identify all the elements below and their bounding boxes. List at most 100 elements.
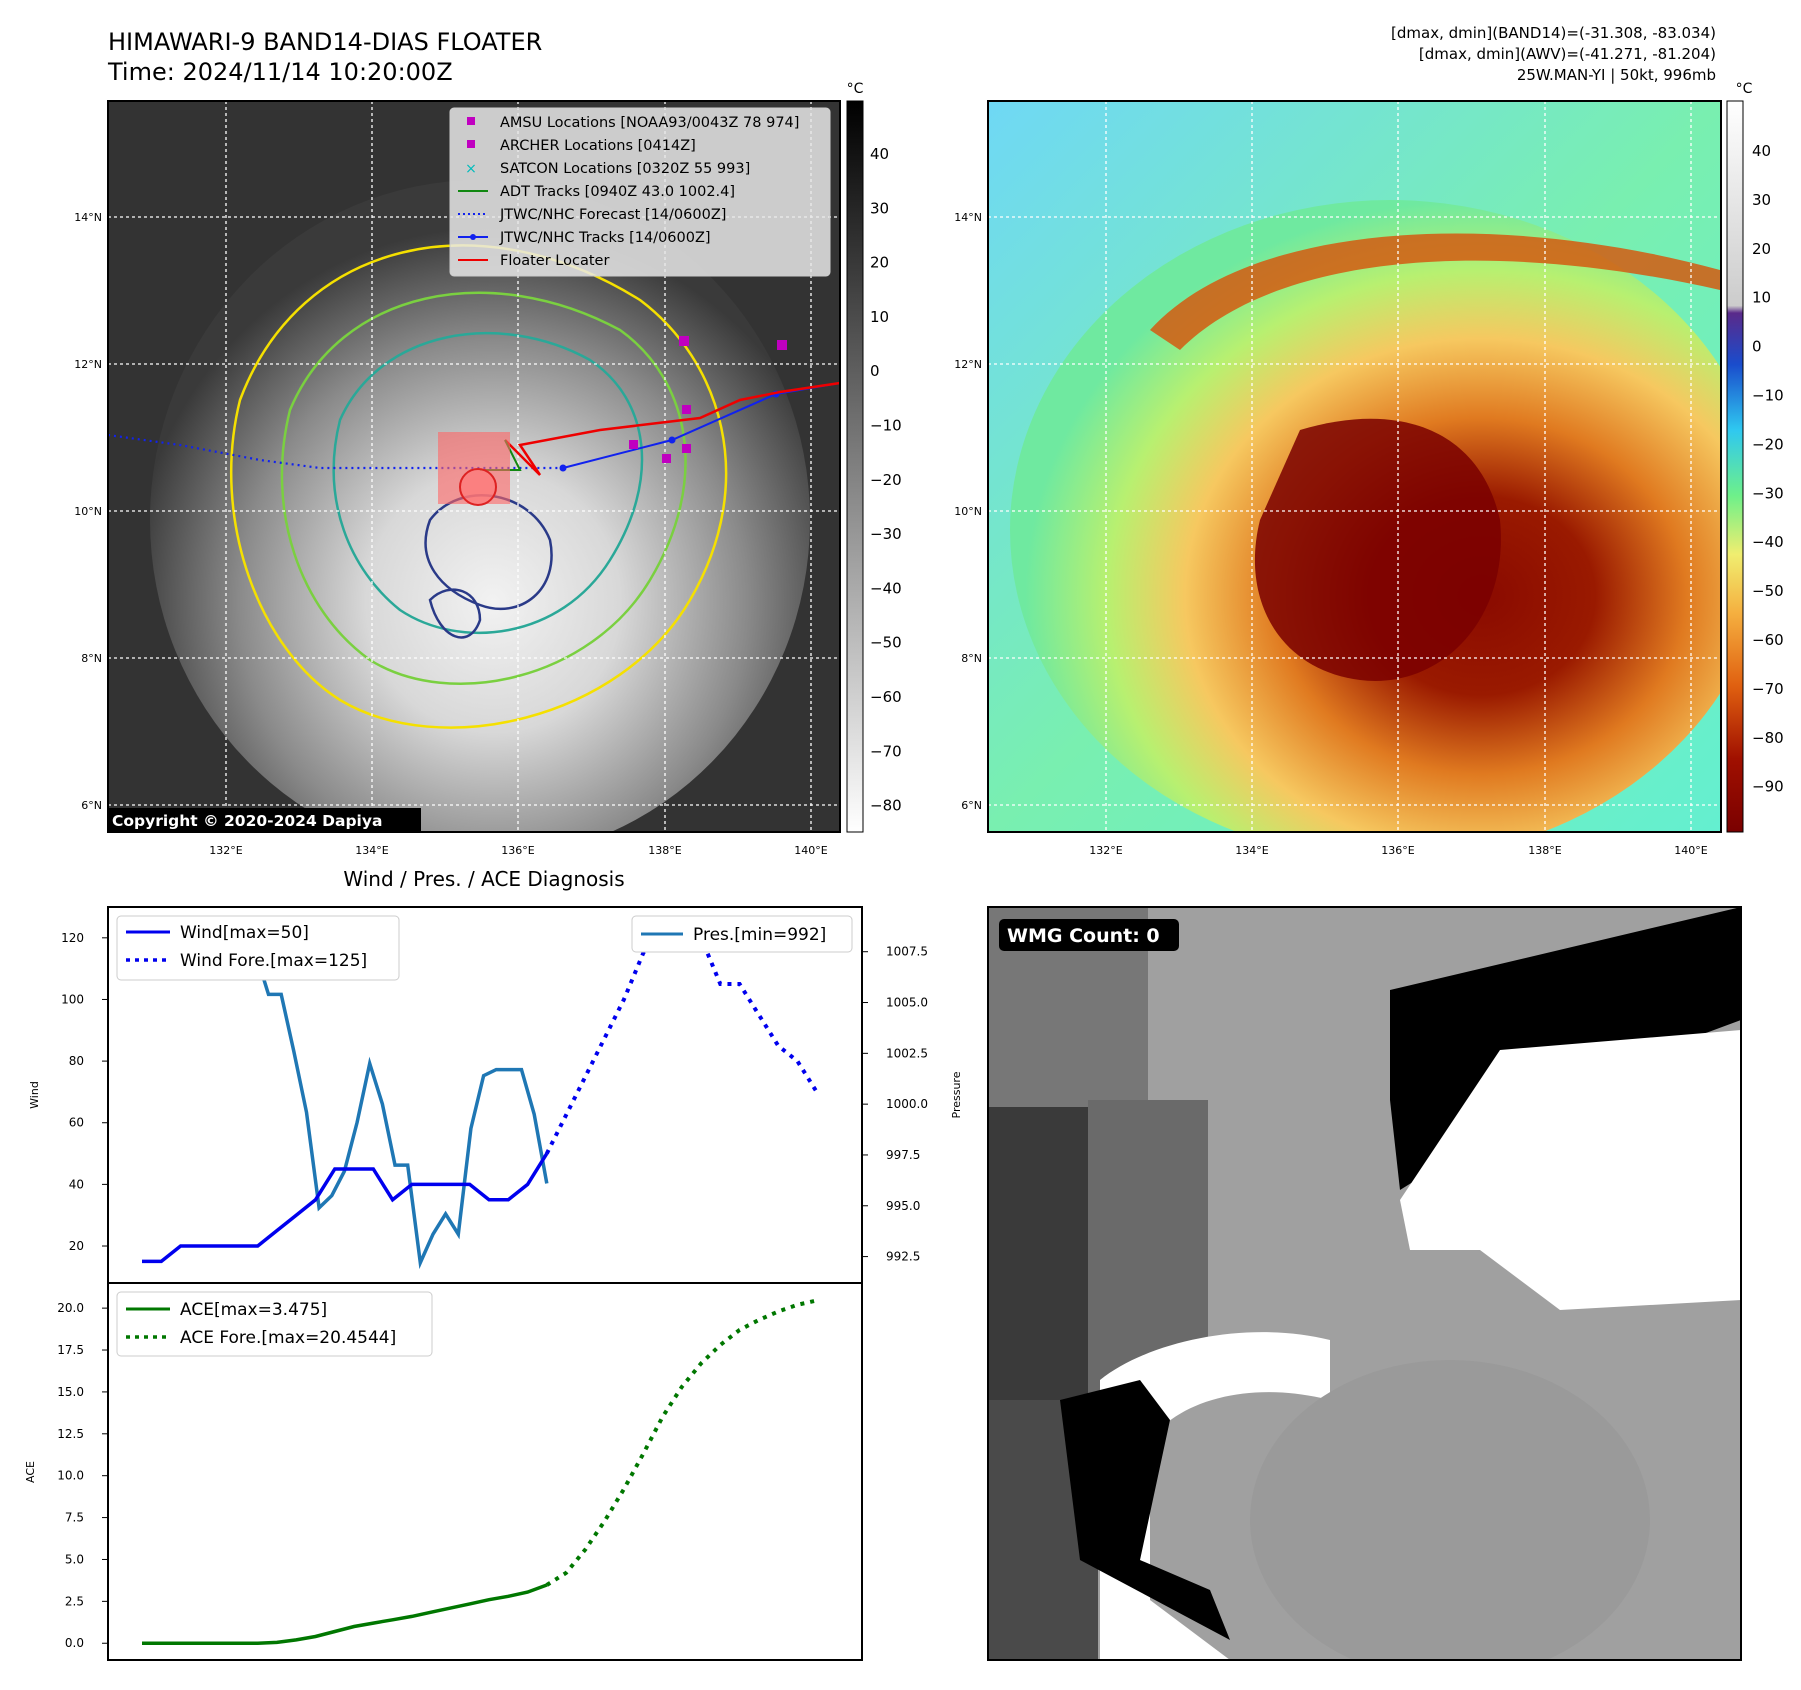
amsu-marker [777,340,787,350]
lon-tick: 134°E [1235,844,1268,857]
legend-satcon-marker: × [465,161,477,177]
legend-tracks-dot [470,234,476,240]
color-map-lon-ticks: 132°E 134°E 136°E 138°E 140°E [1089,844,1707,857]
pressure-legend-label: Pres.[min=992] [693,925,826,945]
colorbar-tick: −50 [1752,582,1784,600]
wind-tick-label: 100 [61,992,84,1006]
colorbar-tick: −20 [1752,435,1784,453]
colorbar-tick: −80 [1752,729,1784,747]
ace-tick-label: 10.0 [57,1469,84,1483]
colorbar-tick: −20 [870,471,902,489]
colorbar-tick: −70 [1752,680,1784,698]
colorbar-tick: 10 [870,308,889,326]
archer-marker [629,440,638,449]
legend-archer: ARCHER Locations [0414Z] [500,138,696,154]
archer-marker [682,405,691,414]
ace-tick-label: 7.5 [65,1511,84,1525]
copyright-box [108,808,421,831]
archer-marker [662,454,671,463]
wind-legend-label: Wind[max=50] [180,923,309,943]
colorbar-tick: 40 [1752,142,1771,160]
lon-tick: 136°E [1381,844,1414,857]
color-colorbar-ticks: 40 30 20 10 0 −10 −20 −30 −40 −50 −60 −70 −80 −90 [1752,142,1784,796]
ir-map-frame [107,100,841,833]
figure-time: Time: 2024/11/14 10:20:00Z [107,58,453,86]
colorbar-tick: −80 [870,797,902,815]
pressure-tick-label: 995.0 [886,1199,920,1213]
floater-locater-track [504,381,841,476]
ace-tick-label: 12.5 [57,1427,84,1441]
archer-marker [682,444,691,453]
figure-title: HIMAWARI-9 BAND14-DIAS FLOATER [108,28,542,56]
ace-legend-label: ACE[max=3.475] [180,1300,327,1320]
awv-stats: [dmax, dmin](AWV)=(-41.271, -81.204) [1419,45,1716,63]
lat-tick: 12°N [74,358,102,371]
wind-tick-label: 20 [69,1239,84,1253]
pressure-tick-label: 1000.0 [886,1097,928,1111]
pressure-tick-label: 997.5 [886,1148,920,1162]
colorbar-tick: −40 [870,579,902,597]
colorbar-tick: −60 [1752,631,1784,649]
jtwc-track-point [668,436,676,444]
lon-tick: 132°E [209,844,242,857]
ir-map-lon-ticks: 132°E 134°E 136°E 138°E 140°E [209,844,827,857]
pressure-tick-label: 1007.5 [886,945,928,959]
lat-tick: 8°N [81,652,102,665]
colorbar-tick: 20 [1752,240,1771,258]
colorbar-tick: 40 [870,145,889,163]
ir-colorbar-ticks: 40 30 20 10 0 −10 −20 −30 −40 −50 −60 −70 −80 [870,145,902,815]
ir-colorbar [846,100,864,833]
central-dense-overcast [1254,418,1501,681]
ace-axis-label: ACE [24,1461,37,1483]
wind-legend: Wind[max=50] Wind Fore.[max=125] [116,915,400,981]
colorbar-tick: −30 [1752,484,1784,502]
legend-satcon: SATCON Locations [0320Z 55 993] [500,161,750,177]
ace-tick-label: 20.0 [57,1301,84,1315]
diagnosis-title: Wind / Pres. / ACE Diagnosis [343,867,624,891]
lat-tick: 8°N [961,652,982,665]
wmg-frame [987,906,1742,1661]
colorbar-tick: 10 [1752,289,1771,307]
color-colorbar [1726,100,1744,833]
ace-tick-label: 0.0 [65,1636,84,1650]
ace-forecast-series [545,1298,818,1587]
ace-fore-legend-label: ACE Fore.[max=20.4544] [180,1328,396,1348]
colorbar-tick: −50 [870,634,902,652]
ir-map-legend: AMSU Locations [NOAA93/0043Z 78 974] ARC… [449,107,831,277]
ace-tick-label: 2.5 [65,1594,84,1608]
pressure-tick-label: 1005.0 [886,996,928,1010]
wmg-gray-blob [1250,1360,1650,1660]
band14-stats: [dmax, dmin](BAND14)=(-31.308, -83.034) [1391,24,1716,42]
lat-tick: 6°N [961,799,982,812]
ir-colorbar-unit: °C [847,81,864,97]
lat-tick: 12°N [954,358,982,371]
wmg-white-region [1400,1030,1741,1310]
lat-tick: 14°N [74,211,102,224]
color-map-gridlines [988,101,1721,832]
ace-tick-label: 15.0 [57,1385,84,1399]
ace-tick-label: 5.0 [65,1552,84,1566]
storm-info: 25W.MAN-YI | 50kt, 996mb [1517,66,1716,84]
colorbar-tick: 30 [1752,191,1771,209]
amsu-marker [679,336,689,346]
contour-green [280,291,687,685]
wind-axis-label: Wind [28,1081,41,1109]
ace-series [142,1583,548,1645]
wind-tick-label: 120 [61,931,84,945]
pressure-legend: Pres.[min=992] [631,915,853,953]
lat-tick: 6°N [81,799,102,812]
lon-tick: 138°E [1528,844,1561,857]
ace-legend-box [116,1291,433,1357]
lat-tick: 10°N [74,505,102,518]
colorbar-tick: −60 [870,688,902,706]
lon-tick: 138°E [648,844,681,857]
colorbar-tick: −70 [870,742,902,760]
wind-tick-label: 40 [69,1177,84,1191]
contour-yellow-outer [229,244,728,729]
jtwc-forecast-track [107,433,563,470]
legend-amsu-marker [467,117,475,125]
legend-forecast: JTWC/NHC Forecast [14/0600Z] [499,207,726,223]
lon-tick: 140°E [794,844,827,857]
copyright-text: Copyright © 2020-2024 Dapiya [112,812,382,830]
